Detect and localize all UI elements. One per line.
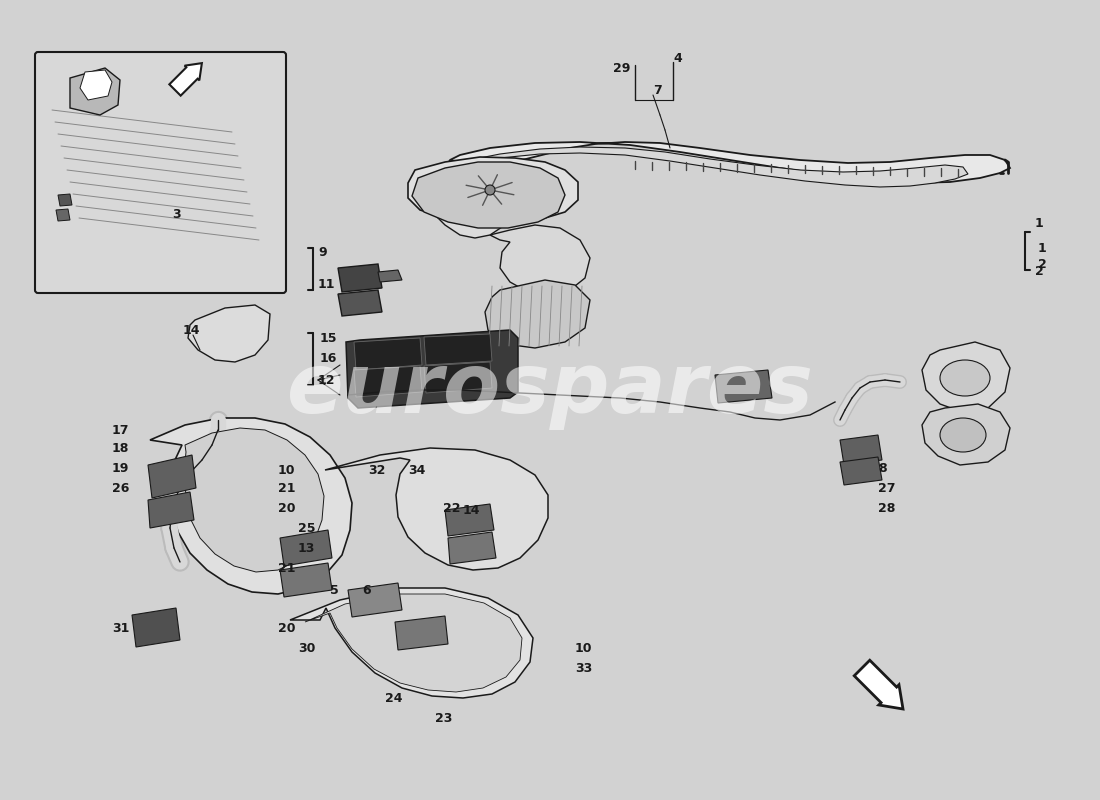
Ellipse shape <box>940 360 990 396</box>
Polygon shape <box>280 530 332 566</box>
Text: 34: 34 <box>408 463 426 477</box>
Polygon shape <box>56 209 70 221</box>
FancyBboxPatch shape <box>35 52 286 293</box>
Text: 8: 8 <box>878 462 887 474</box>
Polygon shape <box>290 588 534 698</box>
Polygon shape <box>150 418 352 594</box>
Polygon shape <box>338 290 382 316</box>
Text: 16: 16 <box>320 351 338 365</box>
Text: 25: 25 <box>298 522 316 534</box>
Polygon shape <box>184 428 324 572</box>
Circle shape <box>485 185 495 195</box>
Polygon shape <box>470 147 968 187</box>
Text: 10: 10 <box>278 463 296 477</box>
Polygon shape <box>378 270 402 282</box>
Polygon shape <box>412 162 565 228</box>
Text: 1: 1 <box>1038 242 1047 254</box>
Polygon shape <box>448 532 496 564</box>
Polygon shape <box>430 160 520 238</box>
Polygon shape <box>715 370 772 403</box>
Ellipse shape <box>940 418 986 452</box>
Polygon shape <box>395 616 448 650</box>
Polygon shape <box>348 583 402 617</box>
Text: 2: 2 <box>1038 258 1047 271</box>
Text: 3: 3 <box>172 209 180 222</box>
Text: 26: 26 <box>112 482 130 494</box>
Polygon shape <box>354 338 422 370</box>
Polygon shape <box>132 608 180 647</box>
Polygon shape <box>58 194 72 206</box>
Text: 5: 5 <box>330 583 339 597</box>
Text: 13: 13 <box>298 542 316 554</box>
Text: 21: 21 <box>278 562 296 574</box>
Polygon shape <box>408 157 578 222</box>
Text: 29: 29 <box>613 62 630 74</box>
Polygon shape <box>280 563 332 597</box>
Polygon shape <box>354 366 422 397</box>
Text: 28: 28 <box>878 502 895 514</box>
Text: 27: 27 <box>878 482 895 494</box>
Polygon shape <box>305 594 522 692</box>
Polygon shape <box>338 264 382 292</box>
Text: 24: 24 <box>385 691 403 705</box>
Polygon shape <box>855 660 903 709</box>
Text: 31: 31 <box>112 622 130 634</box>
Polygon shape <box>922 404 1010 465</box>
Text: 32: 32 <box>368 463 385 477</box>
Polygon shape <box>80 70 112 100</box>
Polygon shape <box>169 63 202 96</box>
Polygon shape <box>840 457 882 485</box>
Text: 15: 15 <box>320 331 338 345</box>
Polygon shape <box>446 504 494 536</box>
Text: 2: 2 <box>1035 265 1044 278</box>
Polygon shape <box>346 330 518 408</box>
Text: eurospares: eurospares <box>286 350 814 430</box>
Text: 19: 19 <box>112 462 130 474</box>
Polygon shape <box>188 305 270 362</box>
Text: 18: 18 <box>112 442 130 454</box>
Text: 21: 21 <box>278 482 296 494</box>
Text: 10: 10 <box>575 642 593 654</box>
Polygon shape <box>424 334 492 365</box>
Text: 11: 11 <box>318 278 336 291</box>
Polygon shape <box>324 448 548 570</box>
Text: 4: 4 <box>673 51 682 65</box>
Text: 22: 22 <box>443 502 461 514</box>
Text: 20: 20 <box>278 502 296 514</box>
Polygon shape <box>490 225 590 295</box>
Text: 14: 14 <box>463 503 481 517</box>
Text: 17: 17 <box>112 423 130 437</box>
Text: 7: 7 <box>653 83 662 97</box>
Text: 20: 20 <box>278 622 296 634</box>
Polygon shape <box>840 435 882 465</box>
Polygon shape <box>485 280 590 348</box>
Text: 30: 30 <box>298 642 316 654</box>
Text: 23: 23 <box>434 711 452 725</box>
Text: 14: 14 <box>183 323 200 337</box>
Text: 9: 9 <box>318 246 327 259</box>
Polygon shape <box>450 142 1010 183</box>
Polygon shape <box>424 362 492 393</box>
Text: 12: 12 <box>318 374 336 386</box>
Polygon shape <box>148 492 194 528</box>
Text: 6: 6 <box>362 583 371 597</box>
Text: 33: 33 <box>575 662 592 674</box>
Text: 1: 1 <box>1035 217 1044 230</box>
Polygon shape <box>922 342 1010 412</box>
Polygon shape <box>70 68 120 115</box>
Polygon shape <box>148 455 196 498</box>
